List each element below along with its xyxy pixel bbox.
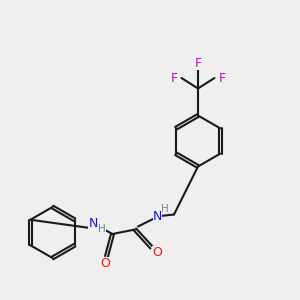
Text: F: F	[218, 71, 226, 85]
Text: F: F	[195, 57, 202, 70]
Text: F: F	[170, 71, 178, 85]
Text: N: N	[153, 209, 162, 223]
Text: H: H	[161, 203, 169, 214]
Text: O: O	[100, 256, 110, 270]
Text: H: H	[98, 224, 106, 235]
Text: O: O	[152, 245, 162, 259]
Text: N: N	[88, 217, 98, 230]
